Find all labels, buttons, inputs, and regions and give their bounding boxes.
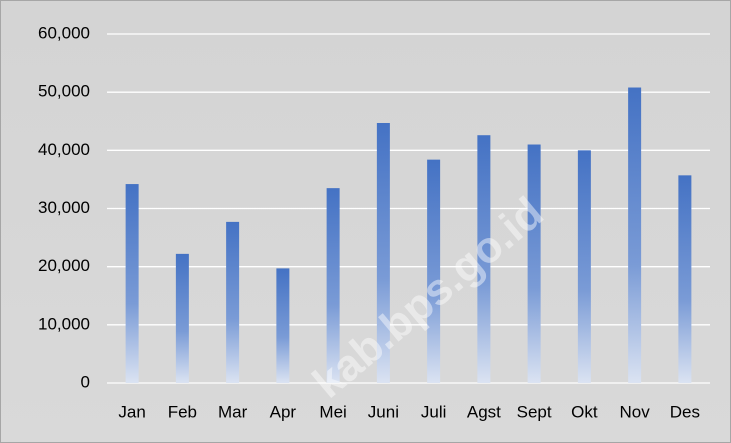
bar: [326, 188, 340, 383]
bar: [175, 253, 189, 383]
bar: [477, 135, 491, 383]
bar: [276, 268, 290, 383]
x-tick-label: Agst: [467, 402, 501, 421]
y-tick-label: 50,000: [38, 82, 90, 101]
x-tick-label: Juni: [368, 402, 399, 421]
y-tick-label: 20,000: [38, 256, 90, 275]
bar: [527, 144, 541, 383]
x-tick-label: Mei: [319, 402, 346, 421]
x-tick-label: Juli: [421, 402, 447, 421]
bar: [427, 159, 441, 383]
y-tick-label: 40,000: [38, 140, 90, 159]
y-tick-label: 30,000: [38, 198, 90, 217]
bar: [226, 221, 240, 383]
x-tick-label: Jan: [118, 402, 145, 421]
bar: [678, 175, 692, 383]
x-tick-label: Sept: [517, 402, 552, 421]
bar: [376, 122, 390, 384]
x-tick-label: Mar: [218, 402, 248, 421]
y-tick-label: 60,000: [38, 23, 90, 42]
x-tick-label: Apr: [270, 402, 297, 421]
bar: [577, 150, 591, 383]
x-tick-label: Nov: [620, 402, 651, 421]
x-tick-label: Des: [670, 402, 700, 421]
x-tick-label: Feb: [168, 402, 197, 421]
y-tick-label: 10,000: [38, 314, 90, 333]
bar: [125, 184, 139, 383]
x-tick-label: Okt: [571, 402, 598, 421]
bar: [628, 87, 642, 383]
y-tick-label: 0: [81, 372, 90, 391]
